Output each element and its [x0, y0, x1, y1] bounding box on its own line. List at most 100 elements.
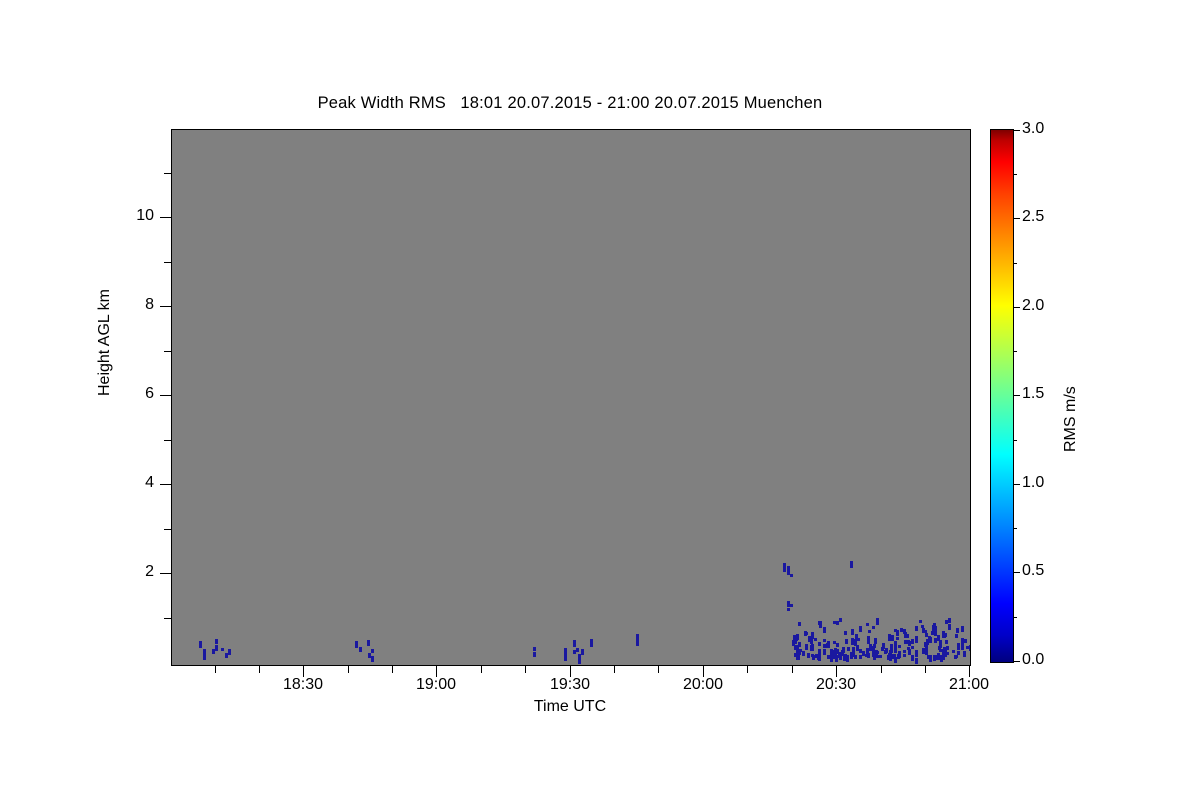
heatmap-cell	[925, 645, 928, 652]
heatmap-cell	[926, 639, 929, 645]
heatmap-cell	[573, 643, 576, 647]
heatmap-cell	[817, 655, 820, 660]
heatmap-cell	[921, 625, 924, 628]
y-tick-label-2: 6	[145, 385, 154, 402]
heatmap-cell	[810, 639, 813, 644]
heatmap-cell	[876, 655, 879, 658]
y-tick-minor-3	[164, 529, 171, 530]
heatmap-cell	[228, 649, 231, 655]
x-tick-label-4: 20:30	[815, 676, 857, 693]
colorbar-label-0: 0.0	[1022, 651, 1045, 668]
heatmap-cell	[937, 653, 940, 660]
heatmap-cell	[964, 639, 967, 643]
heatmap-cell	[898, 651, 901, 658]
colorbar-label-1: 0.5	[1022, 562, 1045, 579]
x-tick-label-0: 18:30	[282, 676, 324, 693]
heatmap-cell	[891, 635, 894, 641]
heatmap-cell	[873, 654, 876, 660]
heatmap-cell	[790, 574, 793, 577]
colorbar-label-6: 3.0	[1022, 120, 1045, 137]
colorbar[interactable]	[990, 129, 1014, 663]
x-tick-minor-1910	[481, 666, 482, 673]
heatmap-cell	[859, 649, 862, 653]
heatmap-cell	[856, 645, 859, 651]
heatmap-cell	[922, 648, 925, 654]
colorbar-tick-minor-4	[1014, 263, 1017, 264]
y-tick-10	[160, 217, 171, 218]
heatmap-cell	[783, 566, 786, 570]
heatmap-cell	[839, 655, 842, 660]
heatmap-cell	[900, 628, 903, 632]
heatmap-cell	[794, 653, 797, 657]
heatmap-cell	[862, 651, 865, 656]
heatmap-cell	[805, 644, 808, 650]
heatmap-cell	[854, 639, 857, 644]
heatmap-cell	[867, 639, 870, 644]
heatmap-cell	[854, 643, 857, 646]
heatmap-cell	[818, 621, 821, 625]
colorbar-label-2: 1.0	[1022, 474, 1045, 491]
heatmap-cell	[922, 628, 925, 633]
x-tick-1830	[303, 666, 304, 677]
colorbar-label-5: 2.5	[1022, 208, 1045, 225]
heatmap-cell	[371, 656, 374, 662]
heatmap-cell	[903, 650, 906, 653]
colorbar-gradient	[991, 130, 1013, 662]
heatmap-cell	[808, 636, 811, 642]
heatmap-cell	[564, 648, 567, 652]
heatmap-cell	[961, 626, 964, 632]
heatmap-cell	[896, 630, 899, 636]
heatmap-cell	[943, 634, 946, 638]
heatmap-cell	[874, 638, 877, 644]
heatmap-cell	[830, 656, 833, 662]
x-tick-1930	[570, 666, 571, 677]
heatmap-cell	[802, 652, 805, 655]
heatmap-cell	[842, 647, 845, 653]
heatmap-cell	[830, 650, 833, 654]
heatmap-cell	[827, 641, 830, 648]
heatmap-cell	[957, 643, 960, 649]
heatmap-cell	[850, 564, 853, 568]
heatmap-cell	[368, 653, 371, 658]
heatmap-cell	[894, 641, 897, 647]
colorbar-tick-1	[1014, 572, 1020, 573]
x-tick-label-5: 21:00	[948, 676, 990, 693]
heatmap-cell	[939, 649, 942, 652]
heatmap-cell	[581, 649, 584, 655]
heatmap-cell	[925, 650, 928, 655]
heatmap-cell	[797, 655, 800, 660]
heatmap-cell	[798, 650, 801, 655]
heatmap-cell	[846, 655, 849, 662]
heatmap-cell	[945, 620, 948, 624]
heatmap-cell	[839, 618, 842, 622]
heatmap-cell	[564, 652, 567, 657]
x-tick-label-3: 20:00	[682, 676, 724, 693]
heatmap-cell	[915, 658, 918, 664]
heatmap-cell	[931, 631, 934, 635]
heatmap-cell	[203, 649, 206, 654]
y-tick-2	[160, 573, 171, 574]
heatmap-cell	[896, 637, 899, 640]
x-tick-2000	[703, 666, 704, 677]
heatmap-cell	[945, 640, 948, 644]
y-tick-label-0: 2	[145, 563, 154, 580]
heatmap-cell	[836, 643, 839, 647]
heatmap-cell	[867, 653, 870, 658]
y-tick-minor-9	[164, 262, 171, 263]
x-tick-minor-2040	[881, 666, 882, 673]
heatmap-cell	[955, 634, 958, 638]
heatmap-cell	[578, 658, 581, 664]
heatmap-cell	[811, 632, 814, 639]
heatmap-plot-area[interactable]	[171, 129, 971, 666]
heatmap-cell	[573, 640, 576, 643]
heatmap-cell	[215, 645, 218, 648]
heatmap-cell	[854, 655, 857, 659]
heatmap-cell	[929, 655, 932, 662]
heatmap-cell	[911, 639, 914, 644]
heatmap-cell	[852, 653, 855, 657]
heatmap-cell	[807, 653, 810, 658]
heatmap-cell	[833, 621, 836, 624]
heatmap-cell	[815, 654, 818, 658]
heatmap-cell	[940, 655, 943, 662]
